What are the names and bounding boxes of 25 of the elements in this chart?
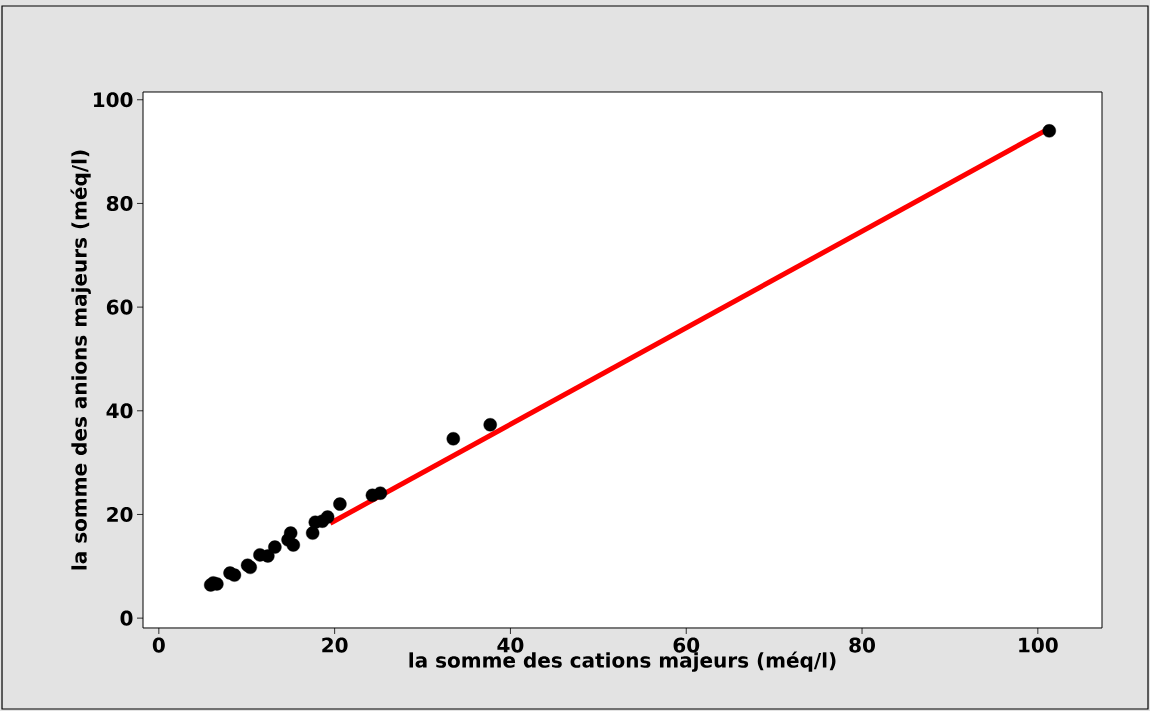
point xyxy=(320,510,335,524)
x-tick-label: 80 xyxy=(849,637,875,653)
point xyxy=(268,540,282,554)
point xyxy=(286,538,301,552)
y-tick-label: 20 xyxy=(107,506,133,523)
y-tick-label: 60 xyxy=(106,299,133,315)
y-axis-title: la somme des anions majeurs (méq/l) xyxy=(70,150,91,570)
point xyxy=(227,568,242,582)
x-tick-label: 20 xyxy=(322,637,348,653)
x-tick-label: 40 xyxy=(497,637,524,653)
x-tick-label: 100 xyxy=(1019,637,1058,653)
point xyxy=(305,526,320,540)
y-tick-label: 40 xyxy=(106,403,133,419)
x-tick-label: 0 xyxy=(152,637,165,653)
point xyxy=(1042,124,1056,138)
y-tick-label: 100 xyxy=(93,92,133,108)
y-tick-label: 0 xyxy=(120,610,133,626)
point xyxy=(373,486,388,500)
y-tick-label: 80 xyxy=(106,195,133,211)
x-tick-label: 60 xyxy=(673,637,700,653)
point xyxy=(261,549,275,563)
point xyxy=(283,526,298,540)
point xyxy=(446,432,460,446)
point xyxy=(483,418,497,432)
point xyxy=(333,497,347,511)
